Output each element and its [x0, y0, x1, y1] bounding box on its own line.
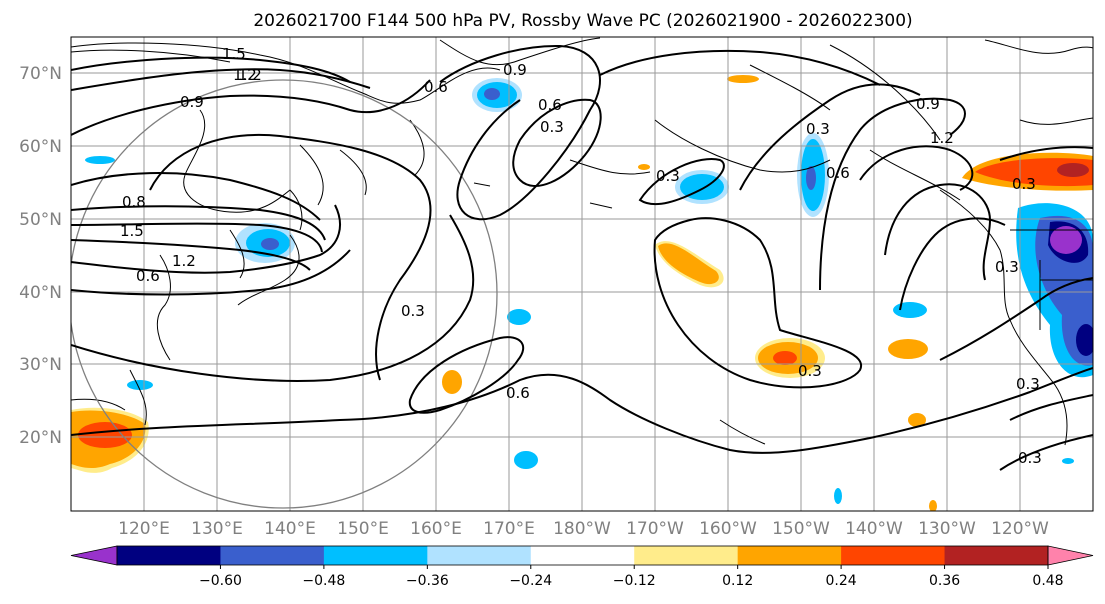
colorbar: −0.60 −0.48 −0.36 −0.24 −0.12 0.12 0.24 0.36 0.4… — [70, 545, 1094, 589]
anomaly-positive-small-5 — [929, 500, 937, 511]
anomaly-positive-taiwan — [71, 407, 149, 473]
colorbar-segments — [70, 545, 1094, 566]
lon-label: 130°W — [918, 519, 976, 539]
lat-label-40: 40°N — [19, 283, 62, 303]
lat-label-20: 20°N — [19, 428, 62, 448]
colorbar-tick-label: 0.12 — [722, 573, 753, 589]
colorbar-segment — [841, 546, 946, 565]
lat-label-60: 60°N — [19, 137, 62, 157]
colorbar-tick-label: −0.12 — [613, 573, 656, 589]
anomaly-positive-small-3 — [727, 75, 759, 83]
anomaly-positive-small-2 — [888, 339, 928, 359]
contour-label: 0.3 — [1012, 175, 1036, 193]
anomaly-negative-small-2 — [514, 451, 538, 469]
contour-label: 0.8 — [122, 193, 146, 211]
contour-label: 0.6 — [826, 164, 850, 182]
contour-label: 0.9 — [503, 61, 527, 79]
graticule — [71, 37, 1093, 511]
contour-label: 1.2 — [172, 252, 196, 270]
lon-label: 170°W — [626, 519, 684, 539]
lon-label: 160°E — [410, 519, 462, 539]
anomaly-negative-small-4 — [85, 156, 115, 164]
colorbar-tick-label: −0.36 — [406, 573, 449, 589]
contour-label: 1.2 — [238, 66, 262, 84]
reference-circle — [71, 79, 498, 509]
anomaly-negative-small-6 — [834, 488, 842, 504]
colorbar-tick-label: 0.24 — [826, 573, 857, 589]
lon-label: 130°E — [191, 519, 243, 539]
colorbar-segment — [323, 546, 428, 565]
contour-label: 0.3 — [1018, 449, 1042, 467]
anomaly-negative-small-3 — [893, 302, 927, 318]
map-frame — [70, 36, 1094, 512]
longitude-labels: 120°E 130°E 140°E 150°E 160°E 170°E 180°… — [118, 519, 1049, 539]
colorbar-tick-label: 0.36 — [929, 573, 960, 589]
colorbar-segment — [530, 546, 635, 565]
map-panel: 1.5 1.2 0.9 0.6 0.3 0.3 0.6 0.9 1.2 0.8 … — [71, 37, 1093, 511]
contour-label: 0.6 — [506, 384, 530, 402]
anomaly-negative-gulf-alaska — [797, 133, 829, 217]
colorbar-segment — [117, 546, 221, 565]
contour-label: 0.6 — [538, 96, 562, 114]
anomaly-positive-bc-coast — [962, 152, 1093, 191]
colorbar-ticks: −0.60 −0.48 −0.36 −0.24 −0.12 0.12 0.24 0.36 0.4… — [199, 565, 1064, 589]
contour-label: 0.6 — [136, 267, 160, 285]
colorbar-segment — [634, 546, 739, 565]
colorbar-segment — [944, 546, 1049, 565]
lon-label: 140°W — [845, 519, 903, 539]
lon-label: 120°E — [118, 519, 170, 539]
colorbar-segment — [427, 546, 532, 565]
contour-label: 1.2 — [930, 129, 954, 147]
colorbar-extend-max — [1047, 545, 1094, 566]
anomaly-positive-central-1 — [655, 241, 724, 288]
pv-contours — [71, 44, 1093, 471]
map-title: 2026021700 F144 500 hPa PV, Rossby Wave … — [253, 11, 912, 31]
colorbar-frame — [116, 545, 1049, 566]
lon-label: 150°W — [772, 519, 830, 539]
colorbar-tick-label: −0.60 — [199, 573, 242, 589]
colorbar-extend-min — [70, 545, 118, 566]
contour-label: 0.3 — [540, 118, 564, 136]
contour-label: 0.3 — [798, 362, 822, 380]
anomaly-positive-central-2 — [755, 338, 825, 378]
lat-label-30: 30°N — [19, 355, 62, 375]
contour-label: 1.5 — [222, 45, 246, 63]
lon-label: 120°W — [991, 519, 1049, 539]
lon-label: 180°W — [553, 519, 611, 539]
lon-label: 140°E — [264, 519, 316, 539]
contour-label: 0.3 — [656, 167, 680, 185]
contour-label: 0.3 — [806, 120, 830, 138]
anomaly-negative-small-1 — [507, 309, 531, 325]
contour-label: 0.3 — [1016, 375, 1040, 393]
lon-label: 160°W — [699, 519, 757, 539]
contour-label: 0.9 — [180, 93, 204, 111]
anomaly-positive-small-6 — [638, 164, 650, 170]
latitude-labels: 20°N 30°N 40°N 50°N 60°N 70°N — [19, 64, 62, 448]
contour-label: 0.9 — [916, 95, 940, 113]
contour-label: 0.3 — [995, 258, 1019, 276]
lon-label: 150°E — [337, 519, 389, 539]
contour-label: 1.2 — [233, 66, 257, 84]
anomaly-negative-japan — [235, 223, 295, 263]
lat-label-70: 70°N — [19, 64, 62, 84]
contour-label: 0.3 — [401, 302, 425, 320]
anomaly-positive-small-1 — [442, 370, 462, 394]
contour-label: 1.5 — [120, 222, 144, 240]
colorbar-tick-label: −0.24 — [509, 573, 552, 589]
contour-labels: 1.5 1.2 0.9 0.6 0.3 0.3 0.6 0.9 1.2 0.8 … — [120, 45, 1042, 467]
colorbar-tick-label: 0.48 — [1032, 573, 1063, 589]
lat-label-50: 50°N — [19, 210, 62, 230]
anomaly-positive-small-4 — [908, 413, 926, 427]
anomaly-negative-small-7 — [1062, 458, 1074, 464]
colorbar-tick-label: −0.48 — [302, 573, 345, 589]
anomaly-negative-bering — [472, 78, 522, 112]
anomaly-negative-small-5 — [127, 380, 153, 390]
contour-label: 0.6 — [424, 78, 448, 96]
colorbar-segment — [220, 546, 325, 565]
lon-label: 170°E — [483, 519, 535, 539]
colorbar-segment — [737, 546, 842, 565]
